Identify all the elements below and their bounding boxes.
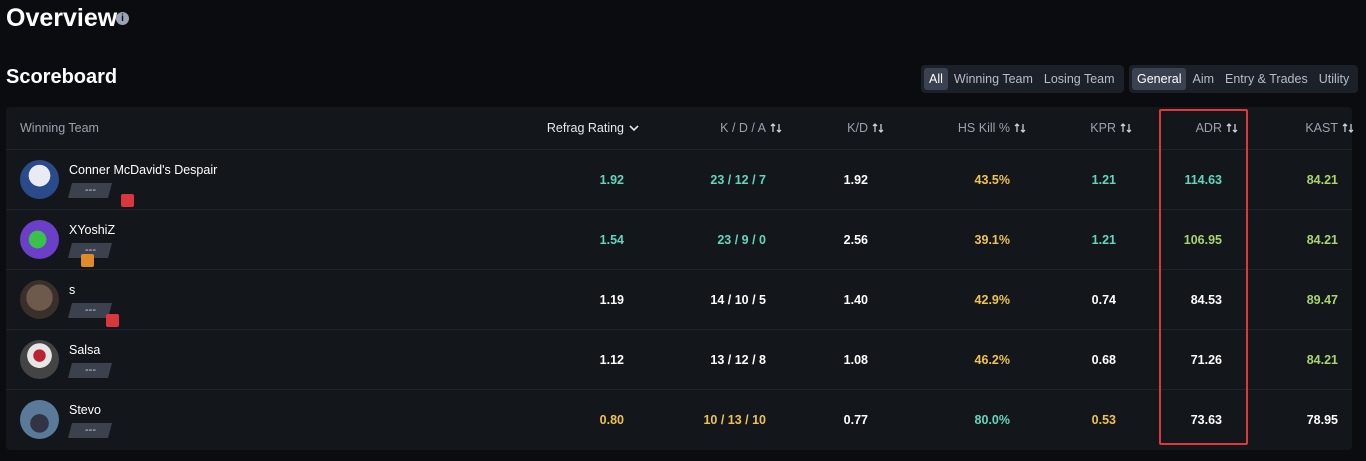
column-label: KAST [1305,121,1338,135]
filter-tab[interactable]: Entry & Trades [1225,72,1308,86]
stat-value: 23 / 9 / 0 [717,233,766,247]
stat-value: 73.63 [1190,413,1222,427]
stat-value: 84.53 [1190,293,1222,307]
avatar[interactable] [20,340,59,379]
player-name[interactable]: Salsa [69,343,101,357]
column-label: KPR [1090,121,1116,135]
stat-value: 80.0% [974,413,1010,427]
stat-value: 1.08 [843,353,868,367]
stat-value: 1.19 [599,293,624,307]
column-header[interactable]: K/D [847,121,884,135]
stat-value: 43.5% [974,173,1010,187]
sort-icon [1120,123,1132,133]
avatar[interactable] [20,220,59,259]
section-title: Scoreboard [6,66,118,88]
player-name[interactable]: XYoshiZ [69,223,116,237]
sort-icon [1014,123,1026,133]
filter-tab[interactable]: Winning Team [953,72,1033,86]
row-divider [6,389,1352,390]
player-name[interactable]: Conner McDavid's Despair [69,163,218,177]
column-header[interactable]: K / D / A [720,121,782,135]
column-label: K / D / A [720,121,766,135]
stat-value: 1.40 [843,293,868,307]
row-divider [6,269,1352,270]
stat-value: 84.21 [1306,353,1338,367]
column-header[interactable]: KPR [1090,121,1132,135]
sort-icon [872,123,884,133]
player-name[interactable]: Stevo [69,403,101,417]
avatar[interactable] [20,160,59,199]
rank-text: --- [84,424,96,436]
stat-value: 39.1% [974,233,1010,247]
avatar[interactable] [20,280,59,319]
column-header[interactable]: HS Kill % [958,121,1026,135]
stat-value: 42.9% [974,293,1010,307]
filter-tab[interactable]: All [924,68,948,90]
stat-value: 1.92 [843,173,868,187]
stat-value: 0.53 [1091,413,1116,427]
rank-pill: --- [67,363,113,378]
row-divider [6,209,1352,210]
stat-value: 1.21 [1091,233,1116,247]
stat-value: 13 / 12 / 8 [710,353,766,367]
team-filter: All Winning Team Losing Team [921,65,1124,93]
column-header: Winning Team [20,121,99,135]
column-header[interactable]: ADR [1196,121,1238,135]
player-name[interactable]: s [69,283,76,297]
stat-value: 0.77 [843,413,868,427]
stat-value: 0.80 [599,413,624,427]
column-header[interactable]: KAST [1305,121,1354,135]
rank-pill: --- [67,183,113,198]
column-label: HS Kill % [957,121,1010,135]
info-icon[interactable]: i [116,12,129,25]
stat-value: 1.54 [599,233,624,247]
column-label: K/D [847,121,868,135]
rank-badge [121,194,134,207]
filter-tab[interactable]: Utility [1318,72,1350,86]
column-label: ADR [1195,121,1222,135]
stat-value: 1.21 [1091,173,1116,187]
stat-value: 1.92 [599,173,624,187]
stat-value: 0.68 [1091,353,1116,367]
rank-pill: --- [67,423,113,438]
rank-badge [81,254,94,267]
rank-text: --- [84,304,96,316]
stat-value: 84.21 [1306,173,1338,187]
scoreboard-panel [6,107,1352,450]
stat-value: 114.63 [1184,173,1222,187]
stat-value: 1.12 [599,353,624,367]
sort-icon [1342,123,1354,133]
avatar[interactable] [20,400,59,439]
stat-value: 10 / 13 / 10 [703,413,766,427]
rank-badge [106,314,119,327]
stat-value: 2.56 [843,233,868,247]
filter-tab[interactable]: General [1132,68,1187,90]
sort-icon [770,123,782,133]
row-divider [6,149,1352,150]
sort-icon [1226,123,1238,133]
stat-value: 78.95 [1306,413,1338,427]
page-title: Overview [6,4,118,32]
stat-value: 0.74 [1091,293,1116,307]
filter-tab[interactable]: Aim [1192,72,1215,86]
stat-value: 46.2% [974,353,1010,367]
stat-value: 14 / 10 / 5 [710,293,766,307]
stat-value: 84.21 [1306,233,1338,247]
column-label: Refrag Rating [546,121,624,135]
row-divider [6,329,1352,330]
stat-value: 89.47 [1306,293,1338,307]
rank-text: --- [84,184,96,196]
stat-value: 106.95 [1183,233,1222,247]
stat-filter: General Aim Entry & Trades Utility [1129,65,1359,93]
column-header[interactable]: Refrag Rating [547,121,640,135]
stat-value: 23 / 12 / 7 [710,173,766,187]
rank-text: --- [84,364,96,376]
filter-tab[interactable]: Losing Team [1043,72,1115,86]
highlight-box [1159,109,1248,445]
stat-value: 71.26 [1190,353,1222,367]
sort-icon [629,125,639,132]
